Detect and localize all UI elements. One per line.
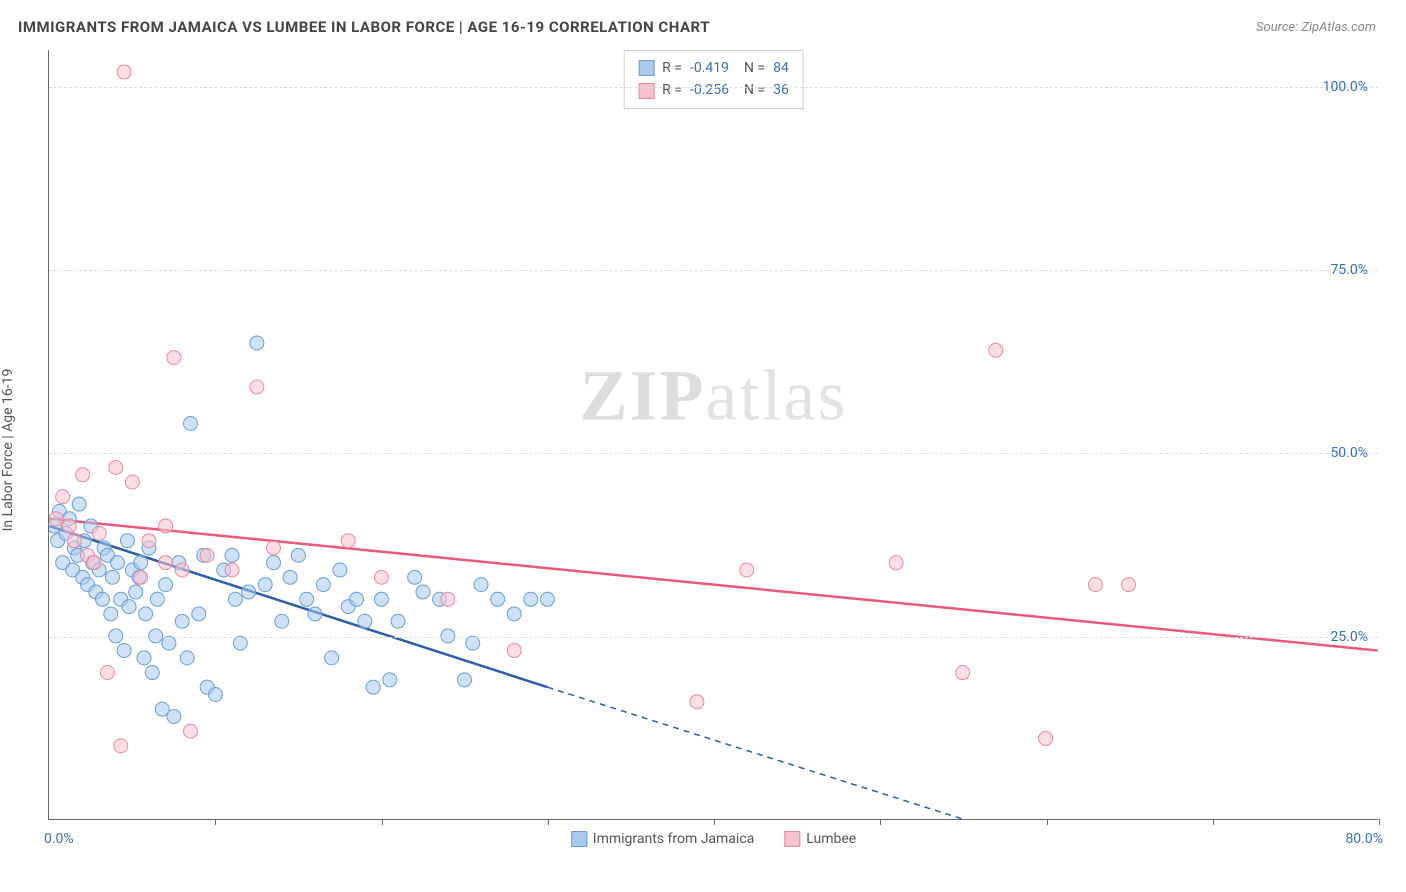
legend-item-jamaica: Immigrants from Jamaica (571, 831, 755, 847)
swatch-lumbee (638, 83, 654, 99)
x-tick (714, 819, 715, 825)
x-tick (215, 819, 216, 825)
plot-area: ZIPatlas R = -0.419 N = 84 R = -0.256 N … (48, 50, 1378, 820)
legend-label: Lumbee (806, 831, 856, 847)
legend-item-lumbee: Lumbee (784, 831, 856, 847)
series-legend: Immigrants from Jamaica Lumbee (571, 831, 856, 847)
chart-container: In Labor Force | Age 16-19 ZIPatlas R = … (18, 50, 1388, 850)
y-tick-label: 100.0% (1323, 79, 1368, 95)
swatch-jamaica (638, 60, 654, 76)
y-tick-label: 75.0% (1330, 262, 1368, 278)
scatter-overlay (49, 50, 1378, 819)
y-axis-label: In Labor Force | Age 16-19 (0, 369, 16, 532)
x-tick (1379, 819, 1380, 825)
y-tick-label: 25.0% (1330, 629, 1368, 645)
source-attribution: Source: ZipAtlas.com (1256, 20, 1376, 35)
x-axis-min: 0.0% (44, 831, 74, 847)
gridline (49, 270, 1378, 271)
swatch-jamaica-icon (571, 831, 587, 847)
correlation-legend: R = -0.419 N = 84 R = -0.256 N = 36 (623, 50, 804, 109)
legend-row-lumbee: R = -0.256 N = 36 (638, 79, 789, 101)
gridline (49, 637, 1378, 638)
gridline (49, 453, 1378, 454)
x-tick (382, 819, 383, 825)
swatch-lumbee-icon (784, 831, 800, 847)
x-tick (548, 819, 549, 825)
legend-row-jamaica: R = -0.419 N = 84 (638, 57, 789, 79)
chart-title: IMMIGRANTS FROM JAMAICA VS LUMBEE IN LAB… (18, 18, 710, 36)
x-tick (1047, 819, 1048, 825)
y-tick-label: 50.0% (1330, 445, 1368, 461)
x-tick (1213, 819, 1214, 825)
gridline (49, 87, 1378, 88)
x-tick (880, 819, 881, 825)
legend-label: Immigrants from Jamaica (593, 831, 755, 847)
x-axis-max: 80.0% (1345, 831, 1383, 847)
watermark: ZIPatlas (580, 355, 848, 438)
